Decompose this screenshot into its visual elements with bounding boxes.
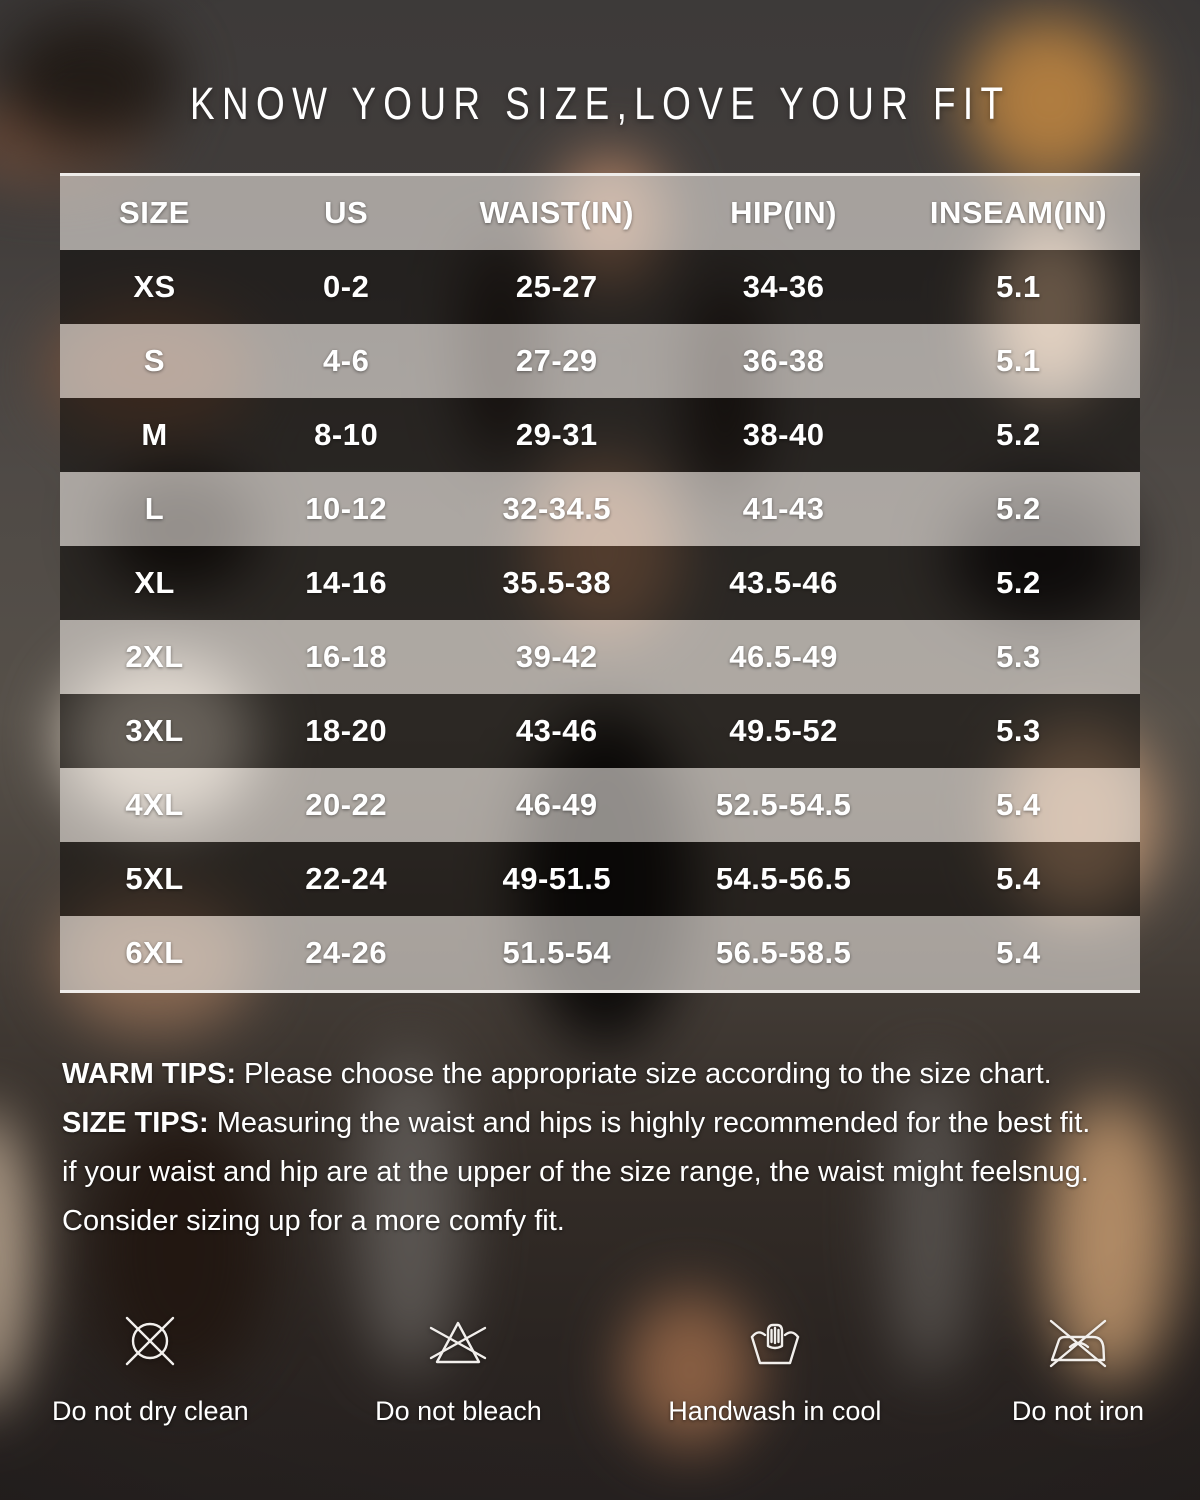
inseam-cell: 5.3: [996, 639, 1041, 674]
care-item: Do not bleach: [375, 1308, 542, 1427]
care-item: Do not iron: [1008, 1308, 1148, 1427]
care-label: Do not iron: [1011, 1396, 1144, 1426]
hip-cell: 52.5-54.5: [715, 787, 852, 822]
waist-cell: 43-46: [515, 713, 598, 748]
care-item: Handwash in cool: [668, 1308, 881, 1427]
inseam-cell: 5.1: [996, 343, 1041, 378]
table-row: 3XL 18-20 43-46 49.5-52 5.3: [60, 694, 1140, 768]
do-not-dry-clean-icon: [126, 1316, 175, 1366]
tips-line-text: Measuring the waist and hips is highly r…: [216, 1107, 1091, 1139]
size-cell: 3XL: [125, 713, 184, 748]
table-row: L 10-12 32-34.5 41-43 5.2: [60, 472, 1140, 546]
size-cell: 5XL: [125, 861, 184, 896]
size-cell: XS: [133, 269, 176, 304]
size-cell: L: [144, 491, 165, 526]
size-cell: 2XL: [125, 639, 184, 674]
inseam-cell: 5.2: [996, 491, 1041, 526]
inseam-cell: 5.3: [996, 713, 1041, 748]
column-header-waist: WAIST(IN): [479, 195, 634, 230]
us-cell: 18-20: [305, 713, 388, 748]
table-row: 4XL 20-22 46-49 52.5-54.5 5.4: [60, 768, 1140, 842]
waist-cell: 35.5-38: [502, 565, 612, 600]
page-title: KNOW YOUR SIZE,LOVE YOUR FIT: [189, 77, 1011, 129]
inseam-cell: 5.2: [996, 417, 1041, 452]
hip-cell: 38-40: [742, 417, 825, 452]
hip-cell: 56.5-58.5: [715, 935, 852, 970]
care-instructions: Do not dry clean Do not bleach Handwash …: [0, 1308, 1200, 1427]
table-row: XL 14-16 35.5-38 43.5-46 5.2: [60, 546, 1140, 620]
care-label: Do not bleach: [375, 1396, 542, 1426]
table-row: M 8-10 29-31 38-40 5.2: [60, 398, 1140, 472]
table-row: XS 0-2 25-27 34-36 5.1: [60, 250, 1140, 324]
tips-line-text: Please choose the appropriate size accor…: [244, 1058, 1052, 1090]
inseam-cell: 5.4: [996, 787, 1041, 822]
table-row: 6XL 24-26 51.5-54 56.5-58.5 5.4: [60, 916, 1140, 990]
hip-cell: 54.5-56.5: [715, 861, 852, 896]
us-cell: 20-22: [305, 787, 388, 822]
waist-cell: 51.5-54: [502, 935, 612, 970]
table-header-row: SIZE US WAIST(IN) HIP(IN) INSEAM(IN): [60, 176, 1140, 250]
hip-cell: 46.5-49: [729, 639, 838, 674]
size-cell: 4XL: [125, 787, 184, 822]
inseam-cell: 5.4: [996, 935, 1041, 970]
hip-cell: 49.5-52: [729, 713, 838, 748]
inseam-cell: 5.4: [996, 861, 1041, 896]
us-cell: 24-26: [305, 935, 388, 970]
hip-cell: 34-36: [742, 269, 825, 304]
hip-cell: 36-38: [742, 343, 825, 378]
care-label: Do not dry clean: [52, 1396, 249, 1426]
handwash-icon: [750, 1323, 800, 1365]
column-header-us: US: [324, 195, 369, 230]
waist-cell: 27-29: [515, 343, 598, 378]
us-cell: 14-16: [305, 565, 388, 600]
us-cell: 22-24: [305, 861, 388, 896]
inseam-cell: 5.1: [996, 269, 1041, 304]
size-cell: S: [143, 343, 166, 378]
column-header-hip: HIP(IN): [730, 195, 837, 230]
tips-line-bold: SIZE TIPS:: [62, 1107, 217, 1139]
tips-line: if your waist and hip are at the upper o…: [62, 1148, 1142, 1197]
table-row: S 4-6 27-29 36-38 5.1: [60, 324, 1140, 398]
hip-cell: 41-43: [742, 491, 825, 526]
us-cell: 4-6: [323, 343, 370, 378]
inseam-cell: 5.2: [996, 565, 1041, 600]
size-table-body: XS 0-2 25-27 34-36 5.1 S 4-6 27-29 36-38…: [60, 250, 1140, 990]
title-wrap: KNOW YOUR SIZE,LOVE YOUR FIT: [0, 0, 1200, 173]
tips-line-text: if your waist and hip are at the upper o…: [62, 1156, 1089, 1188]
waist-cell: 29-31: [515, 417, 598, 452]
waist-cell: 25-27: [515, 269, 598, 304]
waist-cell: 49-51.5: [502, 861, 612, 896]
waist-cell: 39-42: [515, 639, 598, 674]
tips-line-text: Consider sizing up for a more comfy fit.: [62, 1205, 565, 1237]
tips-line: Consider sizing up for a more comfy fit.: [62, 1197, 1142, 1246]
hip-cell: 43.5-46: [729, 565, 838, 600]
column-header-inseam: INSEAM(IN): [929, 195, 1108, 230]
do-not-iron-icon: [1049, 1319, 1107, 1368]
size-cell: XL: [134, 565, 175, 600]
us-cell: 8-10: [314, 417, 379, 452]
table-row: 5XL 22-24 49-51.5 54.5-56.5 5.4: [60, 842, 1140, 916]
tips-line-bold: WARM TIPS:: [62, 1058, 245, 1090]
column-header-size: SIZE: [119, 195, 190, 230]
tips-line: WARM TIPS: Please choose the appropriate…: [62, 1050, 1142, 1099]
care-label: Handwash in cool: [668, 1396, 882, 1426]
us-cell: 10-12: [305, 491, 388, 526]
tips-block: WARM TIPS: Please choose the appropriate…: [62, 1050, 1142, 1246]
table-row: 2XL 16-18 39-42 46.5-49 5.3: [60, 620, 1140, 694]
size-cell: M: [141, 417, 168, 452]
us-cell: 16-18: [305, 639, 388, 674]
size-table: SIZE US WAIST(IN) HIP(IN) INSEAM(IN) XS …: [60, 173, 1140, 993]
us-cell: 0-2: [323, 269, 370, 304]
care-item: Do not dry clean: [52, 1308, 249, 1427]
do-not-bleach-icon: [430, 1321, 487, 1364]
waist-cell: 32-34.5: [502, 491, 612, 526]
tips-line: SIZE TIPS: Measuring the waist and hips …: [62, 1099, 1142, 1148]
waist-cell: 46-49: [515, 787, 598, 822]
size-cell: 6XL: [125, 935, 184, 970]
